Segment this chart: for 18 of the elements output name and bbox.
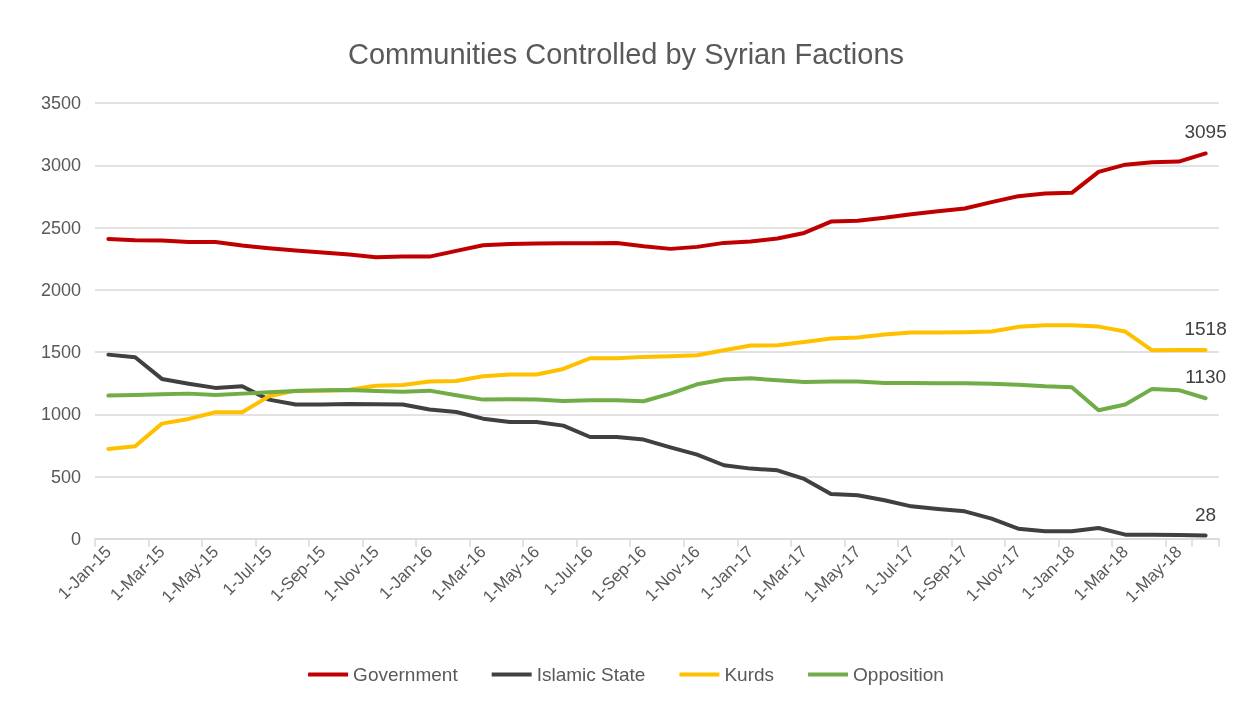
y-tick-label: 1000	[40, 404, 81, 425]
data-label: 1130	[1185, 366, 1227, 388]
legend-label: Government	[353, 664, 459, 685]
y-tick-label: 2500	[40, 217, 81, 238]
data-label: 1518	[1184, 317, 1227, 339]
y-tick-label: 3000	[40, 155, 81, 176]
chart-title: Communities Controlled by Syrian Factions	[347, 37, 905, 70]
legend-label: Opposition	[853, 664, 944, 685]
y-tick-label: 0	[70, 529, 81, 549]
y-tick-label: 500	[50, 466, 81, 487]
data-label: 3095	[1184, 121, 1227, 143]
y-tick-label: 1500	[40, 342, 81, 363]
data-label: 28	[1195, 503, 1217, 525]
legend-label: Islamic State	[536, 664, 646, 685]
y-tick-label: 2000	[40, 279, 81, 300]
y-tick-label: 3500	[40, 93, 81, 113]
line-series	[106, 151, 1208, 260]
legend-label: Kurds	[724, 664, 775, 685]
